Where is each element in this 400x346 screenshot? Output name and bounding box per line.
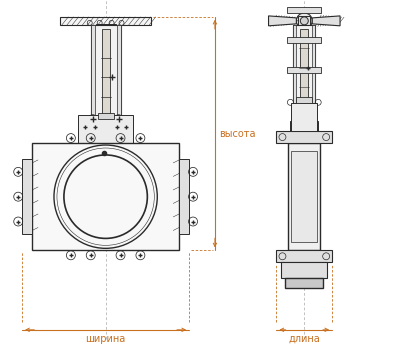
Bar — [296, 97, 312, 103]
Bar — [114, 117, 120, 137]
Circle shape — [296, 13, 312, 29]
Bar — [297, 25, 311, 33]
Bar — [60, 17, 151, 25]
Bar — [298, 16, 310, 26]
Bar — [300, 29, 308, 123]
Bar — [293, 25, 296, 127]
Circle shape — [300, 17, 308, 25]
Bar — [286, 278, 323, 288]
Text: ширина: ширина — [86, 334, 126, 344]
Bar — [102, 29, 110, 123]
Bar — [290, 121, 318, 135]
Bar — [179, 159, 189, 235]
Bar — [91, 25, 120, 127]
Polygon shape — [268, 16, 296, 26]
Bar — [116, 25, 120, 127]
Bar — [293, 119, 299, 137]
Bar — [92, 117, 98, 137]
Bar — [288, 7, 321, 13]
Bar — [22, 159, 32, 235]
Bar — [276, 250, 332, 262]
Circle shape — [64, 155, 147, 238]
Bar — [91, 25, 95, 127]
Text: высота: высота — [219, 129, 255, 139]
Bar — [32, 143, 179, 250]
Bar — [80, 119, 132, 135]
Polygon shape — [79, 127, 91, 145]
Bar — [282, 262, 327, 278]
Bar — [293, 25, 315, 127]
Bar — [98, 113, 114, 119]
Bar — [82, 117, 88, 137]
Bar — [309, 119, 315, 137]
Bar — [291, 103, 317, 131]
Polygon shape — [120, 127, 132, 145]
Bar — [288, 66, 321, 73]
Bar — [288, 37, 321, 43]
Bar — [78, 115, 134, 143]
Text: длина: длина — [288, 334, 320, 344]
Bar — [312, 25, 315, 127]
Bar — [276, 131, 332, 143]
Bar — [96, 24, 116, 30]
Bar — [288, 143, 320, 250]
Bar — [124, 117, 130, 137]
Polygon shape — [312, 16, 340, 26]
Bar — [291, 151, 317, 243]
